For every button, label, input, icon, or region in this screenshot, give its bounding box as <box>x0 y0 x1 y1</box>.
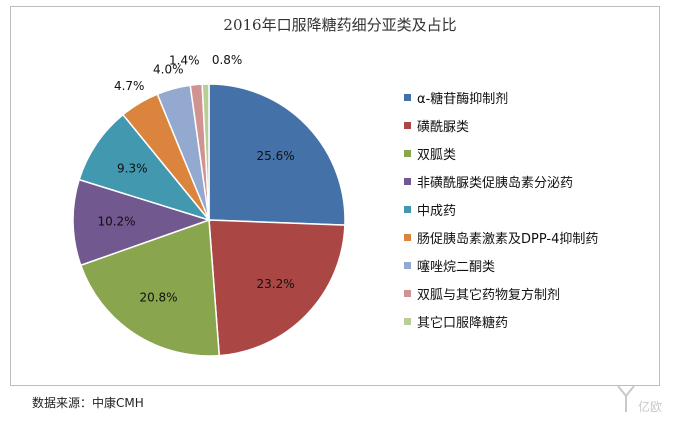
legend-swatch-4 <box>404 178 411 185</box>
legend-item-8: 双胍与其它药物复方制剂 <box>404 288 598 316</box>
legend-label-8: 双胍与其它药物复方制剂 <box>417 288 561 303</box>
pie-slice-9 <box>201 83 210 221</box>
legend-item-4: 非磺酰脲类促胰岛素分泌药 <box>404 176 598 204</box>
chart-title: 2016年口服降糖药细分亚类及占比 <box>223 16 457 34</box>
watermark-text: 亿欧 <box>638 399 662 414</box>
slice-label-7: 4.0% <box>153 62 184 76</box>
legend-swatch-6 <box>404 234 411 241</box>
slice-label-6: 4.7% <box>114 79 145 93</box>
yiou-watermark-logo: 亿欧 <box>617 385 662 414</box>
legend-item-1: α-糖苷酶抑制剂 <box>404 92 598 120</box>
pie-slices <box>72 83 346 357</box>
pie-slice-5 <box>78 113 212 222</box>
legend-item-2: 磺酰脲类 <box>404 120 598 148</box>
pie-slice-2 <box>208 219 346 357</box>
legend-item-6: 肠促胰岛素激素及DPP-4抑制药 <box>404 232 598 260</box>
legend-label-5: 中成药 <box>417 204 457 219</box>
legend-swatch-8 <box>404 290 411 297</box>
legend-swatch-7 <box>404 262 411 269</box>
legend-swatch-2 <box>404 122 411 129</box>
legend-swatch-5 <box>404 206 411 213</box>
legend-label-6: 肠促胰岛素激素及DPP-4抑制药 <box>417 232 599 247</box>
legend-item-3: 双胍类 <box>404 148 598 176</box>
legend-item-9: 其它口服降糖药 <box>404 316 598 344</box>
legend-item-5: 中成药 <box>404 204 598 232</box>
source-note: 数据来源：中康CMH <box>32 396 144 410</box>
slice-label-9: 0.8% <box>212 53 243 67</box>
legend-swatch-3 <box>404 150 411 157</box>
legend-label-3: 双胍类 <box>417 148 457 163</box>
slice-label-3: 20.8% <box>139 291 177 305</box>
slice-label-8: 1.4% <box>169 54 200 68</box>
slice-label-1: 25.6% <box>257 149 295 163</box>
legend-swatch-9 <box>404 318 411 325</box>
slice-label-2: 23.2% <box>257 277 295 291</box>
slice-label-4: 10.2% <box>97 215 135 229</box>
legend-label-4: 非磺酰脲类促胰岛素分泌药 <box>417 176 574 191</box>
legend-label-2: 磺酰脲类 <box>417 120 470 135</box>
legend-label-7: 噻唑烷二酮类 <box>417 260 496 275</box>
chart-legend: α-糖苷酶抑制剂 磺酰脲类双胍类非磺酰脲类促胰岛素分泌药 中成药肠促胰岛素激素及DP… <box>404 92 598 344</box>
pie-slice-1 <box>208 83 346 226</box>
pie-slice-4 <box>72 178 212 267</box>
legend-label-1: α-糖苷酶抑制剂 <box>417 92 509 107</box>
legend-item-7: 噻唑烷二酮类 <box>404 260 598 288</box>
legend-label-9: 其它口服降糖药 <box>417 316 509 331</box>
pie-slice-3 <box>79 218 221 357</box>
pie-slice-labels: 25.6% 23.2% 20.8% 10.2% 9.3% 4.7% 4.0%1.4% 0.8% <box>97 53 294 305</box>
legend-swatch-1 <box>404 94 411 101</box>
slice-label-5: 9.3% <box>117 161 148 175</box>
